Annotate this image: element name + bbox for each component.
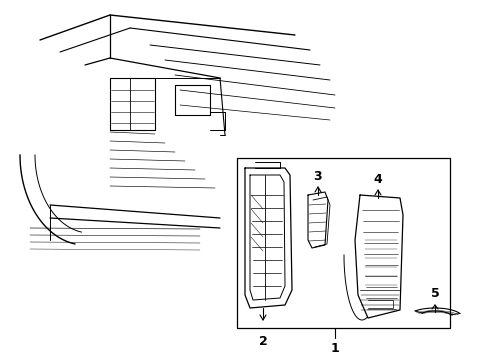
Bar	[237, 158, 450, 328]
Text: 3: 3	[314, 170, 322, 183]
Text: 5: 5	[431, 287, 440, 300]
Text: 4: 4	[373, 173, 382, 186]
Text: 1: 1	[331, 342, 340, 355]
Text: 2: 2	[259, 335, 268, 348]
